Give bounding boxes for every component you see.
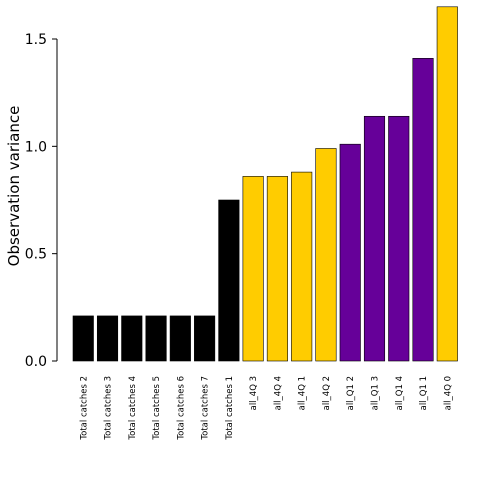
y-tick-label: 1.0 (25, 139, 47, 155)
bar (291, 171, 313, 362)
y-axis-title: Observation variance (5, 106, 23, 267)
bar (242, 176, 264, 362)
x-tick-label: all_Q1 4 (395, 376, 405, 410)
x-tick-label: Total catches 4 (128, 376, 138, 441)
bar (145, 315, 167, 362)
bar (388, 115, 410, 362)
bar (266, 176, 288, 362)
x-tick-label: all_4Q 4 (273, 376, 283, 410)
bar (363, 115, 386, 362)
x-tick-label: Total catches 6 (176, 376, 186, 441)
x-tick-label: all_Q1 3 (370, 376, 380, 410)
bar (194, 315, 216, 362)
y-axis-ticks: 0.0 0.5 1.0 1.5 (25, 32, 57, 370)
y-tick-label: 1.5 (25, 32, 47, 48)
bars (72, 6, 458, 362)
bar (436, 6, 458, 362)
bar (121, 315, 143, 362)
bar (339, 143, 361, 362)
x-axis-labels: Total catches 2 Total catches 3 Total catc… (79, 376, 453, 441)
y-tick-label: 0.0 (25, 354, 47, 370)
x-tick-label: all_4Q 1 (298, 376, 308, 410)
x-tick-label: Total catches 7 (201, 376, 211, 441)
y-tick-label: 0.5 (25, 247, 47, 263)
bar (218, 199, 240, 362)
bar (72, 315, 94, 362)
x-tick-label: all_4Q 0 (443, 376, 453, 410)
x-tick-label: Total catches 2 (79, 376, 89, 441)
bar (96, 315, 119, 362)
bar (412, 58, 434, 362)
x-tick-label: all_4Q 3 (249, 376, 259, 410)
bar (315, 148, 337, 362)
bar (169, 315, 191, 362)
x-tick-label: Total catches 5 (152, 376, 162, 441)
x-tick-label: Total catches 1 (225, 376, 235, 441)
x-tick-label: all_Q1 1 (419, 376, 429, 410)
x-tick-label: all_4Q 2 (322, 376, 332, 410)
x-tick-label: Total catches 3 (104, 376, 114, 441)
x-tick-label: all_Q1 2 (346, 376, 356, 410)
